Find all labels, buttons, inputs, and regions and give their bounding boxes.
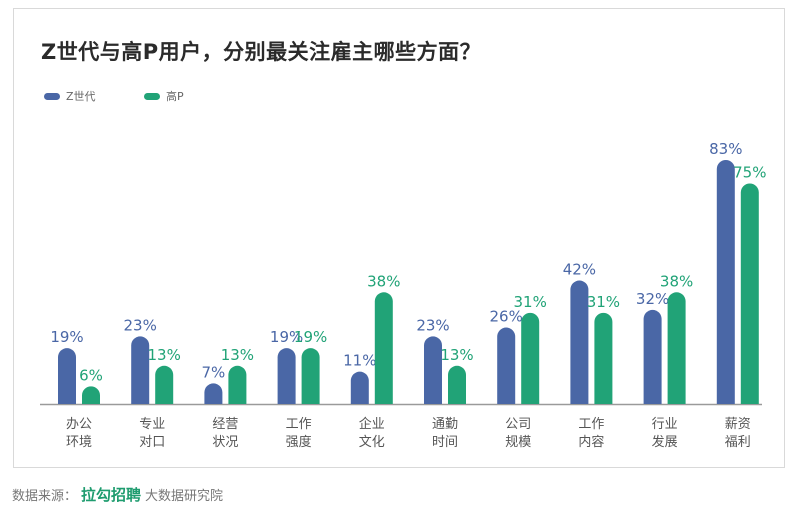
x-tick-label-1-1: 办公 <box>66 417 92 432</box>
data-label-z-5: 11% <box>343 352 376 370</box>
bar-z-8 <box>570 280 589 404</box>
bar-z-9 <box>643 309 662 404</box>
bar-p-1 <box>82 386 100 404</box>
data-label-p-10: 75% <box>733 164 766 182</box>
x-tick-label-5-1: 企业 <box>359 416 385 432</box>
data-label-p-8: 31% <box>587 293 620 311</box>
bar-z-1 <box>58 348 76 404</box>
bar-z-5 <box>350 371 369 404</box>
x-tick-label-10-2: 福利 <box>725 435 751 450</box>
bar-p-7 <box>521 312 540 404</box>
data-label-z-2: 23% <box>124 316 157 334</box>
data-label-p-5: 38% <box>367 272 400 290</box>
legend-z-swatch <box>44 92 60 100</box>
source-brand: 拉勾招聘 <box>81 486 142 504</box>
data-label-z-8: 42% <box>563 261 596 279</box>
legend-p: 高P <box>144 88 184 104</box>
data-label-p-2: 13% <box>148 346 181 364</box>
bar-z-7 <box>497 327 516 404</box>
x-tick-label-2-1: 专业 <box>139 417 165 432</box>
bar-z-10 <box>716 159 735 404</box>
source-suffix: 大数据研究院 <box>145 489 224 504</box>
bar-p-5 <box>374 292 393 404</box>
data-label-p-4: 19% <box>294 328 327 346</box>
bar-z-3 <box>204 383 223 404</box>
x-tick-label-4-2: 强度 <box>286 434 312 450</box>
bar-p-6 <box>448 365 466 404</box>
x-tick-label-7-1: 公司 <box>505 417 531 432</box>
legend-z: Z世代 <box>44 88 96 104</box>
chart-title: Z世代与高P用户，分别最关注雇主哪些方面？ <box>41 40 482 64</box>
x-tick-label-6-2: 时间 <box>432 435 458 450</box>
data-label-p-7: 31% <box>514 293 547 311</box>
bar-p-4 <box>301 348 320 404</box>
data-label-z-1: 19% <box>50 328 83 346</box>
x-tick-label-6-1: 通勤 <box>432 417 458 432</box>
x-tick-label-8-2: 内容 <box>578 434 604 450</box>
legend-z-label: Z世代 <box>66 90 96 103</box>
legend-p-label: 高P <box>166 90 184 103</box>
x-tick-label-5-2: 文化 <box>359 435 385 450</box>
data-label-p-6: 13% <box>440 346 473 364</box>
bar-p-2 <box>155 365 174 404</box>
bar-chart: 19%6%办公环境23%13%专业对口7%13%经营状况19%19%工作强度11… <box>40 140 766 450</box>
bar-z-2 <box>131 336 150 404</box>
legend-p-swatch <box>144 92 160 100</box>
x-tick-label-9-1: 行业 <box>652 417 678 432</box>
data-label-z-3: 7% <box>202 363 226 381</box>
source-prefix: 数据来源： <box>12 489 78 504</box>
data-label-z-4: 19% <box>270 328 303 346</box>
data-label-z-10: 83% <box>709 140 742 158</box>
bar-z-4 <box>277 348 296 404</box>
data-label-z-9: 32% <box>636 290 669 308</box>
x-tick-label-7-2: 规模 <box>505 435 531 450</box>
bar-p-8 <box>594 312 613 404</box>
data-label-p-9: 38% <box>660 272 693 290</box>
x-tick-label-9-2: 发展 <box>652 434 678 450</box>
data-label-p-3: 13% <box>221 346 254 364</box>
x-tick-label-10-1: 薪资 <box>725 417 751 432</box>
bar-p-10 <box>740 183 759 404</box>
bar-p-3 <box>228 365 247 404</box>
data-label-z-6: 23% <box>416 316 449 334</box>
bar-z-6 <box>424 336 442 404</box>
x-tick-label-4-1: 工作 <box>286 417 312 432</box>
x-tick-label-8-1: 工作 <box>578 417 604 432</box>
x-tick-label-2-2: 对口 <box>139 435 165 450</box>
data-label-z-7: 26% <box>490 308 523 326</box>
data-label-p-1: 6% <box>79 366 103 384</box>
bar-p-9 <box>667 292 686 404</box>
x-tick-label-1-2: 环境 <box>66 435 92 450</box>
x-tick-label-3-1: 经营 <box>212 417 238 432</box>
data-source: 数据来源： 拉勾招聘 大数据研究院 <box>12 484 223 505</box>
x-tick-label-3-2: 状况 <box>212 435 238 450</box>
